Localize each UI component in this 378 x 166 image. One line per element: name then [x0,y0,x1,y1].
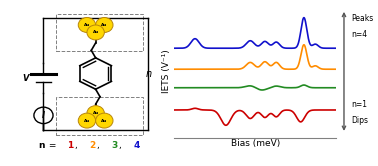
Circle shape [87,25,104,40]
Text: 4: 4 [133,141,139,150]
Text: n: n [38,141,45,150]
Text: Au: Au [84,23,90,27]
Circle shape [78,113,96,128]
Bar [56,14,143,51]
Text: n=4: n=4 [352,30,368,39]
Text: Au: Au [93,111,99,115]
Y-axis label: IETS (V⁻¹): IETS (V⁻¹) [162,49,171,93]
X-axis label: Bias (meV): Bias (meV) [231,139,280,148]
Text: V: V [23,74,29,83]
Text: n=1: n=1 [352,100,367,109]
Text: Au: Au [101,119,107,123]
Text: Au: Au [93,30,99,35]
Text: Au: Au [101,23,107,27]
Text: Peaks: Peaks [352,14,374,23]
Text: ,: , [97,141,102,150]
Circle shape [96,17,113,32]
Text: ,: , [119,141,124,150]
Text: Dips: Dips [352,116,369,125]
Text: Au: Au [84,119,90,123]
Text: =: = [46,141,59,150]
Circle shape [78,17,96,32]
Circle shape [96,113,113,128]
Text: ,: , [75,141,81,150]
Text: I: I [42,111,45,120]
Text: 1: 1 [67,141,74,150]
Text: n: n [146,69,152,79]
Text: 2: 2 [89,141,96,150]
Circle shape [87,106,104,121]
Text: 3: 3 [111,141,118,150]
Bar [56,97,143,135]
